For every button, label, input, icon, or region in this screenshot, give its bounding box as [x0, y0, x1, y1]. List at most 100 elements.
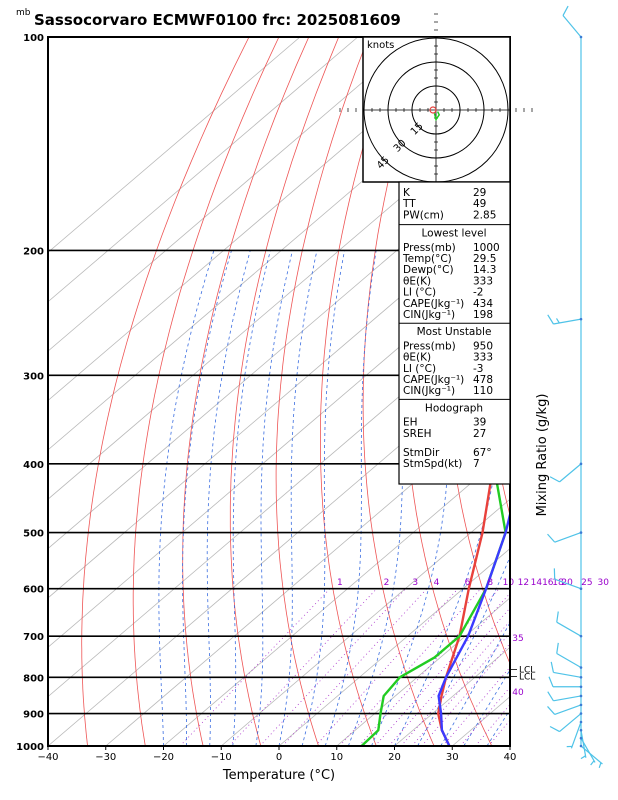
index-label: CAPE(Jkg⁻¹)	[403, 374, 464, 386]
mixing-ratio-label: 35	[512, 634, 523, 644]
wind-barb	[549, 462, 583, 483]
mixing-ratio-label: 1	[337, 578, 343, 588]
wind-barb-shaft	[559, 713, 582, 733]
wind-barb-dot	[579, 462, 583, 466]
pressure-tick-label: 400	[23, 460, 44, 471]
mixing-ratio-axis-label: Mixing Ratio (g/kg)	[535, 394, 550, 517]
x-tick-label: 0	[276, 752, 282, 763]
isotherm	[48, 251, 510, 648]
wind-barb-shaft	[580, 745, 603, 765]
wind-barb-flag	[549, 476, 560, 483]
index-value: 39	[473, 417, 486, 429]
wind-barb-shaft	[554, 704, 582, 716]
index-value: 333	[473, 352, 493, 364]
wind-barb-dot	[579, 694, 583, 698]
isotherm	[48, 37, 301, 253]
axes: −40 −30 −20 −10 0 10 20 30 40 100 200 300 400 500 600 7…	[16, 33, 516, 763]
wind-barb-shaft	[553, 318, 582, 325]
mixing-ratio-label: 14	[531, 578, 543, 588]
wind-barb-shaft	[556, 621, 582, 637]
wind-barb-flag	[547, 706, 556, 715]
moist-adiabat	[324, 250, 377, 746]
dry-adiabat	[319, 37, 399, 746]
isotherm	[509, 745, 510, 746]
index-value: 434	[473, 298, 493, 310]
index-label: Press(mb)	[403, 242, 456, 254]
mixing-ratio-line	[179, 588, 331, 746]
wind-barb-flag	[547, 691, 554, 702]
wind-barb-dot	[579, 531, 583, 534]
mixing-ratio-label: 8	[487, 578, 493, 588]
index-label: EH	[403, 417, 418, 429]
dry-adiabat	[132, 37, 280, 746]
index-label: StmSpd(kt)	[403, 458, 462, 470]
panel-section-title: Lowest level	[421, 228, 486, 240]
pressure-tick-label: 100	[23, 33, 44, 44]
x-tick-label: 30	[446, 752, 459, 763]
moist-adiabat	[394, 250, 510, 746]
wind-barb-flag	[556, 611, 559, 623]
mixing-ratio-line	[488, 719, 510, 746]
index-label: K	[403, 187, 411, 199]
wind-barb-flag	[555, 318, 560, 324]
indices-frame	[398, 181, 511, 485]
mixing-ratio-line	[400, 620, 510, 746]
wind-barb-dot	[579, 728, 583, 732]
parcel-line	[437, 509, 510, 746]
dry-adiabat	[275, 37, 369, 746]
index-value: 27	[473, 428, 486, 440]
x-tick-label: −30	[95, 752, 116, 763]
wind-barb-flag	[562, 5, 569, 16]
wind-barb-dot	[579, 587, 583, 591]
moist-adiabat	[255, 250, 293, 746]
mixing-ratio-label: 6	[465, 578, 471, 588]
wind-barb	[562, 5, 583, 39]
mixing-ratio-label: 2	[384, 578, 390, 588]
mixing-ratio-line	[282, 588, 428, 746]
wind-barb-dot	[579, 736, 583, 740]
isotherm	[48, 37, 474, 402]
temperature-line	[437, 409, 510, 746]
pressure-tick-label: 800	[23, 673, 44, 684]
wind-barb-shaft	[556, 652, 582, 669]
index-value: 333	[473, 275, 493, 287]
mixing-ratio-label: 20	[561, 578, 573, 588]
mixing-ratio-line	[374, 592, 510, 746]
index-value: -2	[473, 287, 483, 299]
index-value: -3	[473, 363, 483, 375]
isotherm	[48, 202, 510, 599]
wind-barb-dot	[579, 720, 583, 724]
mixing-ratio-label: 30	[597, 578, 609, 588]
pressure-tick-label: 900	[23, 710, 44, 721]
index-label: StmDir	[403, 447, 440, 459]
isotherm	[48, 350, 510, 746]
wind-barb	[549, 712, 583, 733]
panel-section-title: Most Unstable	[417, 326, 492, 338]
x-tick-label: −40	[37, 752, 58, 763]
wind-barb-shaft	[580, 737, 596, 763]
index-value: 29.5	[473, 253, 496, 265]
index-value: 49	[473, 198, 486, 210]
wind-barb-shaft	[580, 730, 587, 758]
wind-barb	[547, 691, 583, 702]
hodograph-ring	[387, 61, 485, 159]
wind-barb-shaft	[553, 671, 582, 678]
x-tick-label: 10	[330, 752, 343, 763]
wind-barb-dot	[579, 666, 583, 669]
pressure-tick-label: 1000	[16, 742, 44, 753]
chart-title: Sassocorvaro ECMWF0100 frc: 2025081609	[34, 11, 401, 29]
wind-barb	[556, 611, 583, 638]
wind-barb	[547, 314, 583, 325]
x-tick-label: −10	[211, 752, 232, 763]
index-label: TT	[402, 198, 416, 210]
moist-adiabat	[158, 250, 215, 746]
wind-barb-flag	[548, 676, 554, 687]
wind-barb-flag	[550, 661, 555, 673]
index-value: 110	[473, 385, 493, 397]
lcl-label: LCL	[519, 665, 535, 675]
storm-motion-marker	[429, 106, 437, 114]
wind-barb-dot	[579, 634, 583, 638]
dry-adiabat	[362, 37, 435, 746]
wind-barb	[579, 744, 603, 769]
wind-barb	[548, 676, 583, 689]
